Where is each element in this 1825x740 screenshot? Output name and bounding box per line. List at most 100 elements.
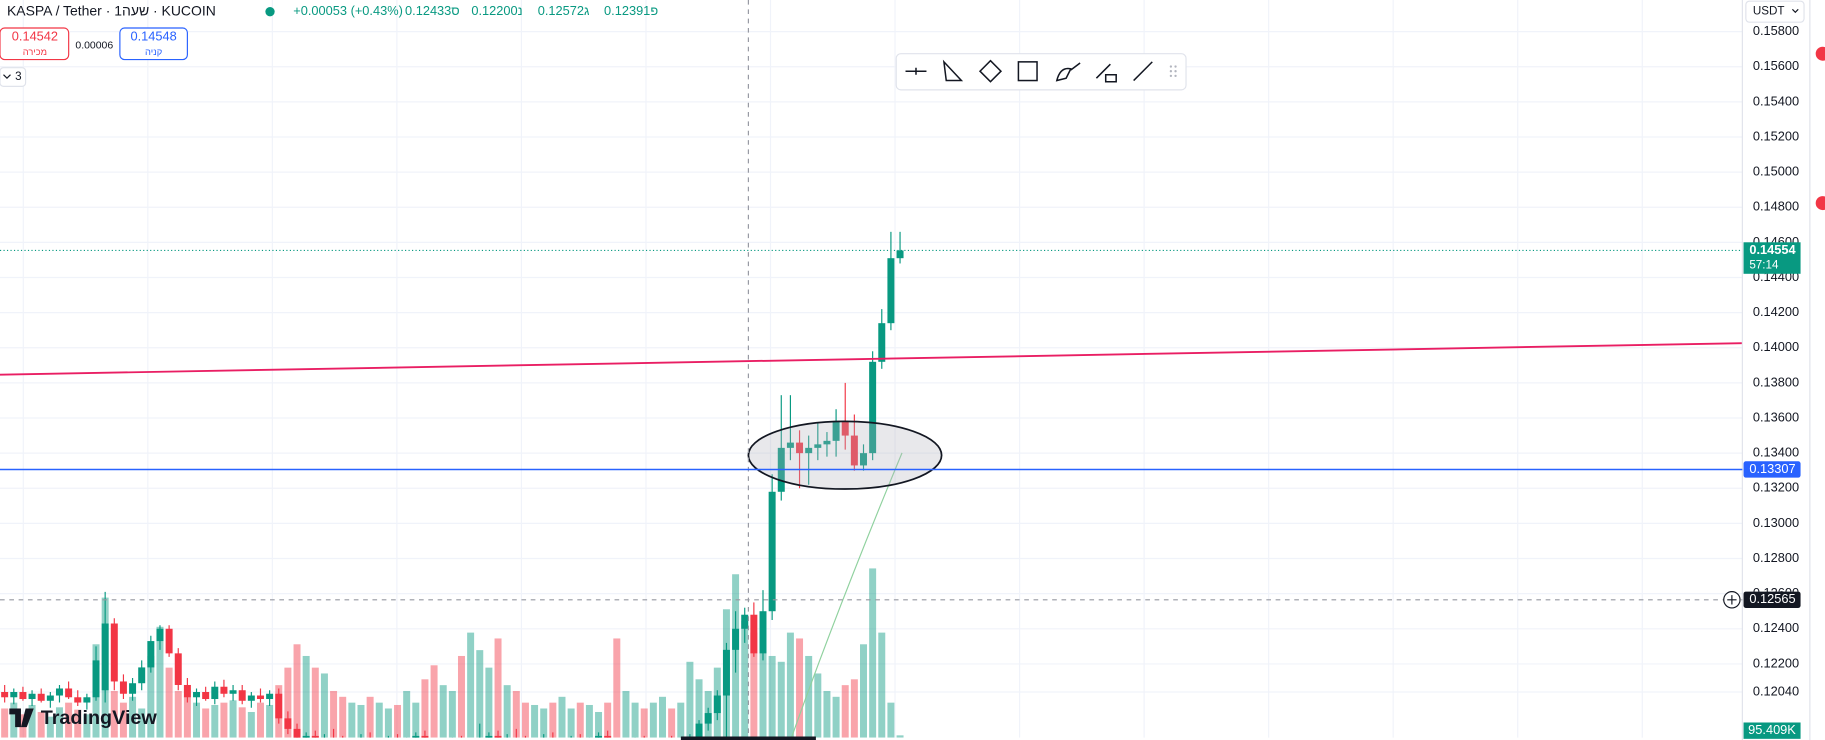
volume-bar <box>558 696 566 738</box>
candle-body <box>19 692 27 700</box>
volume-bar <box>211 704 219 738</box>
volume-bar <box>293 644 301 738</box>
price-overlays: 0.14554 57:14 0.13307 0.12565 95.409K <box>0 242 1801 739</box>
candle-body <box>722 649 730 696</box>
volume-bar <box>430 665 438 738</box>
buy-button[interactable] <box>119 27 188 61</box>
candle-body <box>366 737 374 738</box>
tool-ray[interactable] <box>905 67 927 75</box>
candle-body <box>284 718 292 729</box>
volume-bar <box>750 632 758 738</box>
indicator-count: 3 <box>15 70 21 83</box>
ma-line <box>790 452 903 738</box>
candle-body <box>156 628 164 642</box>
volume-bar <box>841 685 849 738</box>
candle-body <box>320 737 328 738</box>
candle-body <box>878 323 886 362</box>
buy-price: 0.14548 <box>131 29 177 44</box>
logo-mark <box>9 708 34 728</box>
low: 0.12200נ <box>471 3 522 18</box>
volume-bar <box>10 702 18 738</box>
y-tick-label: 0.13200 <box>1753 480 1799 495</box>
candle-body <box>860 453 867 466</box>
y-tick-label: 0.12200 <box>1753 655 1799 670</box>
tool-triangle[interactable] <box>942 59 964 82</box>
ellipse-drawing[interactable] <box>747 420 943 490</box>
candle-body <box>695 723 703 738</box>
candle-body <box>28 693 36 700</box>
volume-bar <box>83 714 91 738</box>
candle-body <box>55 688 63 696</box>
tool-brush[interactable] <box>1055 62 1081 82</box>
y-tick-label: 0.12400 <box>1753 620 1799 635</box>
volume-bar <box>768 655 776 738</box>
volume-bar <box>567 708 575 738</box>
y-tick-label: 0.15000 <box>1753 164 1799 179</box>
chevron <box>3 74 11 80</box>
volume-bar <box>576 702 584 738</box>
symbol[interactable]: KASPA / Tether · 1שעה · KUCOIN <box>7 2 216 18</box>
volume-label: 95.409K <box>1748 722 1796 737</box>
toolbar-bg <box>895 53 1187 91</box>
selection-bar <box>680 736 816 740</box>
volume-bar <box>330 690 338 738</box>
countdown: 57:14 <box>1749 259 1779 272</box>
candle-body <box>202 692 210 700</box>
candle-body <box>311 735 319 738</box>
candle-body <box>74 697 82 703</box>
sell-button[interactable] <box>0 27 70 61</box>
volume-bar <box>339 696 347 738</box>
candle-body <box>220 686 228 694</box>
chevron <box>1791 8 1799 14</box>
candle-body <box>330 737 338 738</box>
candle-body <box>841 421 849 436</box>
volume-bar <box>631 702 639 738</box>
tool-diamond[interactable] <box>978 59 1003 83</box>
candle-body <box>503 737 511 738</box>
y-tick-label: 0.13600 <box>1753 409 1799 424</box>
volume-bar <box>850 679 858 738</box>
candle-body <box>256 695 264 700</box>
high: 0.12572ג <box>538 3 590 18</box>
volume-bar <box>796 638 804 738</box>
volume-bar <box>247 711 255 738</box>
tool-line[interactable] <box>1133 61 1153 82</box>
y-tick-label: 0.15200 <box>1753 128 1799 143</box>
y-tick-label: 0.13000 <box>1753 515 1799 530</box>
last-price: 0.14554 <box>1749 242 1796 257</box>
indicator-toggle[interactable] <box>0 67 27 87</box>
volume-bar <box>320 673 328 738</box>
candle-body <box>768 491 776 612</box>
last-price-box <box>1743 242 1801 274</box>
tool-rect[interactable] <box>1017 61 1038 82</box>
candle-body <box>174 653 182 685</box>
candle-body <box>275 693 283 719</box>
volume-bar <box>202 708 210 738</box>
y-tick-label: 0.15800 <box>1753 23 1799 38</box>
logo[interactable]: TradingView <box>9 707 157 729</box>
drawing-toolbar <box>895 53 1187 91</box>
volume-bar <box>540 708 548 738</box>
alert-badge <box>1815 46 1825 61</box>
candle-body <box>814 444 822 448</box>
candle-body <box>101 623 109 691</box>
candle-body <box>183 684 191 698</box>
currency-select[interactable] <box>1745 0 1805 23</box>
candle-body <box>786 442 794 448</box>
volume-bar <box>668 708 676 738</box>
y-tick-label: 0.15600 <box>1753 58 1799 73</box>
volume-bar <box>512 690 520 738</box>
volume-bar <box>55 707 63 738</box>
volume-bar <box>220 702 228 738</box>
candle-body <box>10 692 18 698</box>
trend-line[interactable] <box>0 342 1743 376</box>
candle-body <box>869 361 877 454</box>
candle-body <box>759 611 767 654</box>
buy-label: קניה <box>145 47 162 57</box>
candle-body <box>896 250 904 259</box>
candle-body <box>129 683 137 694</box>
tool-label[interactable] <box>1095 63 1117 83</box>
volume-bar <box>174 690 182 738</box>
volume-bar <box>613 638 621 738</box>
